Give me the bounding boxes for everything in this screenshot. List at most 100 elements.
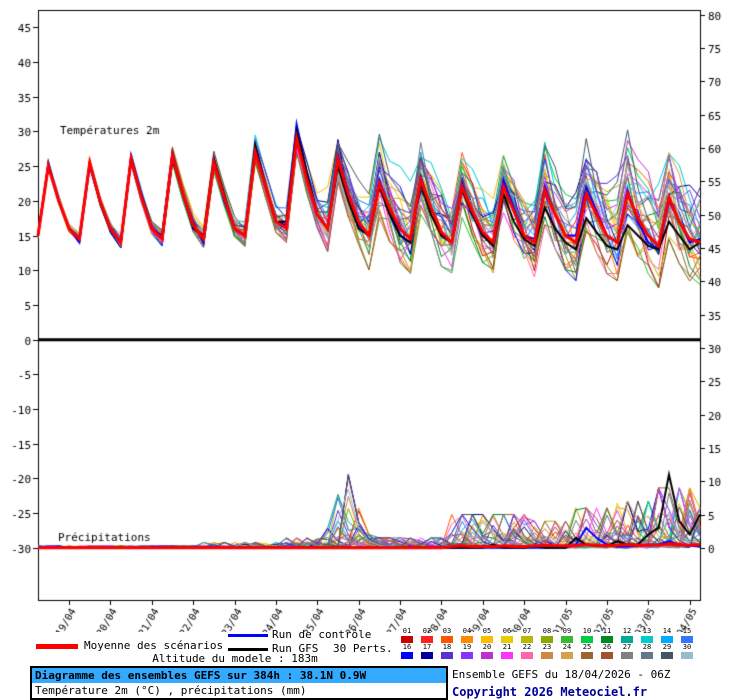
diagram-info-box: Diagramme des ensembles GEFS sur 384h : … bbox=[30, 666, 448, 700]
pert-color-swatch bbox=[401, 652, 413, 659]
pert-number: 15 bbox=[682, 627, 692, 635]
pert-number: 05 bbox=[482, 627, 492, 635]
pert-color-swatch bbox=[501, 636, 513, 643]
diagram-subtitle: Température 2m (°C) , précipitations (mm… bbox=[35, 684, 307, 697]
pert-number: 25 bbox=[582, 643, 592, 651]
pert-color-swatch bbox=[541, 636, 553, 643]
pert-number: 28 bbox=[642, 643, 652, 651]
pert-color-swatch bbox=[681, 652, 693, 659]
pert-member-26: 26 bbox=[597, 644, 617, 660]
pert-color-swatch bbox=[641, 636, 653, 643]
pert-member-13: 13 bbox=[637, 628, 657, 644]
pert-number: 24 bbox=[562, 643, 572, 651]
perts-legend-label: 30 Perts. bbox=[333, 642, 393, 655]
pert-number: 01 bbox=[402, 627, 412, 635]
pert-color-swatch bbox=[481, 636, 493, 643]
pert-color-swatch bbox=[581, 652, 593, 659]
pert-member-28: 28 bbox=[637, 644, 657, 660]
pert-member-09: 09 bbox=[557, 628, 577, 644]
pert-number: 08 bbox=[542, 627, 552, 635]
gfs-line-swatch bbox=[228, 648, 268, 651]
pert-color-swatch bbox=[601, 652, 613, 659]
pert-color-swatch bbox=[481, 652, 493, 659]
pert-member-01: 01 bbox=[397, 628, 417, 644]
pert-color-swatch bbox=[661, 652, 673, 659]
pert-member-02: 02 bbox=[417, 628, 437, 644]
pert-color-swatch bbox=[521, 652, 533, 659]
ensemble-forecast-chart bbox=[0, 0, 740, 632]
pert-color-swatch bbox=[561, 636, 573, 643]
pert-number: 12 bbox=[622, 627, 632, 635]
pert-member-07: 07 bbox=[517, 628, 537, 644]
pert-number: 03 bbox=[442, 627, 452, 635]
control-line-swatch bbox=[228, 634, 268, 637]
pert-number: 30 bbox=[682, 643, 692, 651]
pert-member-19: 19 bbox=[457, 644, 477, 660]
pert-color-swatch bbox=[461, 652, 473, 659]
pert-number: 10 bbox=[582, 627, 592, 635]
pert-number: 23 bbox=[542, 643, 552, 651]
diagram-title: Diagramme des ensembles GEFS sur 384h : … bbox=[32, 668, 446, 683]
pert-member-10: 10 bbox=[577, 628, 597, 644]
pert-color-swatch bbox=[421, 652, 433, 659]
pert-member-22: 22 bbox=[517, 644, 537, 660]
pert-number: 18 bbox=[442, 643, 452, 651]
gfs-legend-label: Run GFS bbox=[272, 642, 319, 655]
pert-color-swatch bbox=[521, 636, 533, 643]
pert-number: 19 bbox=[462, 643, 472, 651]
run-info: Ensemble GEFS du 18/04/2026 - 06Z bbox=[452, 668, 671, 681]
pert-number: 26 bbox=[602, 643, 612, 651]
pert-number: 06 bbox=[502, 627, 512, 635]
pert-color-swatch bbox=[421, 636, 433, 643]
pert-color-swatch bbox=[441, 652, 453, 659]
pert-color-swatch bbox=[441, 636, 453, 643]
pert-number: 20 bbox=[482, 643, 492, 651]
pert-color-swatch bbox=[461, 636, 473, 643]
run-info-column: Ensemble GEFS du 18/04/2026 - 06Z Copyri… bbox=[452, 668, 671, 699]
pert-number: 02 bbox=[422, 627, 432, 635]
pert-number: 04 bbox=[462, 627, 472, 635]
mean-legend-label: Moyenne des scénarios bbox=[84, 639, 224, 652]
pert-number: 21 bbox=[502, 643, 512, 651]
pert-color-swatch bbox=[681, 636, 693, 643]
pert-color-swatch bbox=[621, 636, 633, 643]
pert-member-20: 20 bbox=[477, 644, 497, 660]
pert-member-03: 03 bbox=[437, 628, 457, 644]
pert-member-25: 25 bbox=[577, 644, 597, 660]
pert-color-swatch bbox=[581, 636, 593, 643]
pert-number: 22 bbox=[522, 643, 532, 651]
pert-number: 27 bbox=[622, 643, 632, 651]
pert-color-swatch bbox=[661, 636, 673, 643]
pert-member-23: 23 bbox=[537, 644, 557, 660]
control-legend-label: Run de contrôle bbox=[272, 628, 372, 641]
pert-member-05: 05 bbox=[477, 628, 497, 644]
pert-member-08: 08 bbox=[537, 628, 557, 644]
copyright: Copyright 2026 Meteociel.fr bbox=[452, 685, 648, 699]
altitude-label: Altitude du modele : 183m bbox=[152, 652, 318, 665]
pert-member-27: 27 bbox=[617, 644, 637, 660]
pert-number: 13 bbox=[642, 627, 652, 635]
pert-number: 07 bbox=[522, 627, 532, 635]
mean-line-swatch bbox=[36, 644, 78, 649]
pert-number: 16 bbox=[402, 643, 412, 651]
pert-number: 09 bbox=[562, 627, 572, 635]
pert-color-swatch bbox=[641, 652, 653, 659]
pert-member-15: 15 bbox=[677, 628, 697, 644]
pert-color-swatch bbox=[541, 652, 553, 659]
pert-member-12: 12 bbox=[617, 628, 637, 644]
pert-member-21: 21 bbox=[497, 644, 517, 660]
pert-color-swatch bbox=[401, 636, 413, 643]
pert-member-14: 14 bbox=[657, 628, 677, 644]
pert-number: 17 bbox=[422, 643, 432, 651]
pert-member-04: 04 bbox=[457, 628, 477, 644]
perturbation-color-grid: 01 02 03 04 05 06 07 08 09 10 11 12 13 14 15 16 17 18 19 20… bbox=[397, 628, 701, 660]
pert-member-30: 30 bbox=[677, 644, 697, 660]
pert-member-16: 16 bbox=[397, 644, 417, 660]
pert-number: 11 bbox=[602, 627, 612, 635]
pert-color-swatch bbox=[621, 652, 633, 659]
pert-member-11: 11 bbox=[597, 628, 617, 644]
pert-member-18: 18 bbox=[437, 644, 457, 660]
pert-member-17: 17 bbox=[417, 644, 437, 660]
pert-number: 29 bbox=[662, 643, 672, 651]
